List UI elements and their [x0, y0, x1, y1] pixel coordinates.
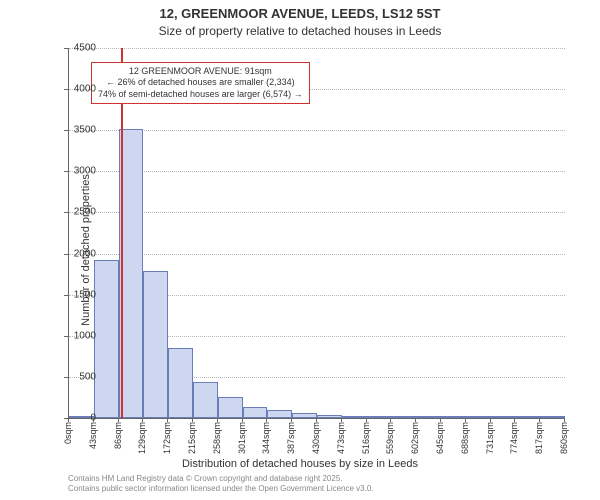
xtick-label: 860sqm: [559, 422, 569, 454]
histogram-bar: [193, 382, 218, 418]
footer-line1: Contains HM Land Registry data © Crown c…: [68, 474, 374, 484]
ytick-label: 2000: [56, 248, 96, 259]
ytick-mark: [64, 336, 68, 337]
xtick-label: 774sqm: [509, 422, 519, 454]
histogram-chart: 12, GREENMOOR AVENUE, LEEDS, LS12 5ST Si…: [0, 0, 600, 500]
xtick-label: 688sqm: [460, 422, 470, 454]
histogram-bar: [342, 416, 367, 418]
ytick-mark: [64, 89, 68, 90]
xtick-label: 0sqm: [63, 422, 73, 444]
histogram-bar: [243, 407, 268, 419]
ytick-mark: [64, 171, 68, 172]
xtick-label: 602sqm: [410, 422, 420, 454]
histogram-bar: [317, 415, 342, 418]
xtick-label: 516sqm: [361, 422, 371, 454]
gridline: [69, 254, 565, 255]
footer-line2: Contains public sector information licen…: [68, 484, 374, 494]
xtick-label: 387sqm: [286, 422, 296, 454]
footer-attribution: Contains HM Land Registry data © Crown c…: [68, 474, 374, 493]
ytick-label: 3500: [56, 125, 96, 136]
histogram-bar: [367, 416, 392, 418]
annotation-box: 12 GREENMOOR AVENUE: 91sqm← 26% of detac…: [91, 62, 310, 104]
xtick-label: 172sqm: [162, 422, 172, 454]
xtick-label: 430sqm: [311, 422, 321, 454]
xtick-label: 645sqm: [435, 422, 445, 454]
histogram-bar: [143, 271, 168, 418]
ytick-label: 3000: [56, 166, 96, 177]
plot-area: 12 GREENMOOR AVENUE: 91sqm← 26% of detac…: [68, 48, 565, 419]
ytick-label: 4000: [56, 84, 96, 95]
ytick-label: 2500: [56, 207, 96, 218]
histogram-bar: [218, 397, 243, 418]
histogram-bar: [292, 413, 317, 418]
ytick-label: 4500: [56, 43, 96, 54]
ytick-mark: [64, 48, 68, 49]
ytick-mark: [64, 377, 68, 378]
histogram-bar: [94, 260, 119, 418]
histogram-bar: [466, 416, 491, 418]
ytick-mark: [64, 212, 68, 213]
chart-title: 12, GREENMOOR AVENUE, LEEDS, LS12 5ST: [0, 6, 600, 21]
ytick-mark: [64, 130, 68, 131]
gridline: [69, 212, 565, 213]
ytick-label: 500: [56, 371, 96, 382]
ytick-label: 1000: [56, 330, 96, 341]
xtick-label: 731sqm: [485, 422, 495, 454]
xtick-label: 559sqm: [385, 422, 395, 454]
annotation-line2: ← 26% of detached houses are smaller (2,…: [98, 77, 303, 88]
histogram-bar: [267, 410, 292, 418]
gridline: [69, 48, 565, 49]
histogram-bar: [540, 416, 565, 418]
annotation-line3: 74% of semi-detached houses are larger (…: [98, 89, 303, 100]
x-axis-label: Distribution of detached houses by size …: [0, 458, 600, 470]
gridline: [69, 171, 565, 172]
histogram-bar: [491, 416, 516, 418]
histogram-bar: [416, 416, 441, 418]
ytick-mark: [64, 254, 68, 255]
chart-subtitle: Size of property relative to detached ho…: [0, 24, 600, 38]
histogram-bar: [515, 416, 540, 418]
xtick-label: 473sqm: [336, 422, 346, 454]
xtick-label: 817sqm: [534, 422, 544, 454]
ytick-mark: [64, 295, 68, 296]
xtick-label: 43sqm: [88, 422, 98, 449]
histogram-bar: [391, 416, 416, 418]
xtick-label: 258sqm: [212, 422, 222, 454]
histogram-bar: [441, 416, 466, 418]
xtick-label: 86sqm: [113, 422, 123, 449]
annotation-line1: 12 GREENMOOR AVENUE: 91sqm: [98, 66, 303, 77]
histogram-bar: [168, 348, 193, 418]
xtick-label: 129sqm: [137, 422, 147, 454]
ytick-label: 1500: [56, 289, 96, 300]
gridline: [69, 130, 565, 131]
xtick-label: 344sqm: [261, 422, 271, 454]
xtick-label: 215sqm: [187, 422, 197, 454]
xtick-label: 301sqm: [237, 422, 247, 454]
